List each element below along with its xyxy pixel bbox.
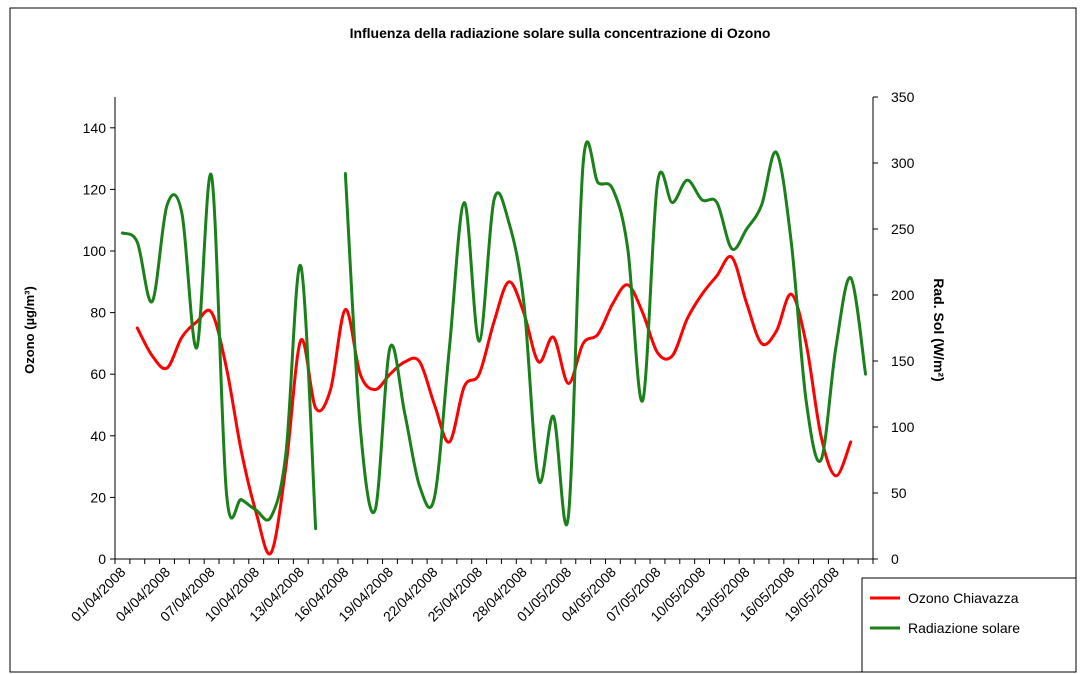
y-tick-label: 100	[83, 243, 107, 259]
y2-tick-label: 200	[891, 287, 915, 303]
y-tick-label: 120	[83, 181, 107, 197]
y-tick-label: 60	[90, 366, 106, 382]
y-tick-label: 80	[90, 305, 106, 321]
y2-axis-title: Rad. Sol (W/m²)	[931, 278, 947, 381]
y2-tick-label: 100	[891, 419, 915, 435]
series-line	[135, 254, 853, 556]
y2-tick-label: 50	[891, 485, 907, 501]
y2-tick-label: 300	[891, 155, 915, 171]
series-line	[120, 172, 318, 531]
series-line	[343, 140, 868, 527]
y-axis-title: Ozono (µg/m³)	[22, 286, 37, 374]
legend-label: Radiazione solare	[908, 620, 1020, 636]
chart-border	[9, 7, 1077, 673]
y-tick-label: 0	[98, 551, 106, 567]
y2-tick-label: 150	[891, 353, 915, 369]
y2-tick-label: 350	[891, 89, 915, 105]
y2-tick-label: 250	[891, 221, 915, 237]
y-tick-label: 140	[83, 120, 107, 136]
y-tick-label: 40	[90, 428, 106, 444]
legend-box	[861, 577, 1077, 673]
y2-tick-label: 0	[891, 551, 899, 567]
y-tick-label: 20	[90, 489, 106, 505]
chart-title: Influenza della radiazione solare sulla …	[350, 25, 771, 41]
legend-label: Ozono Chiavazza	[908, 590, 1019, 606]
